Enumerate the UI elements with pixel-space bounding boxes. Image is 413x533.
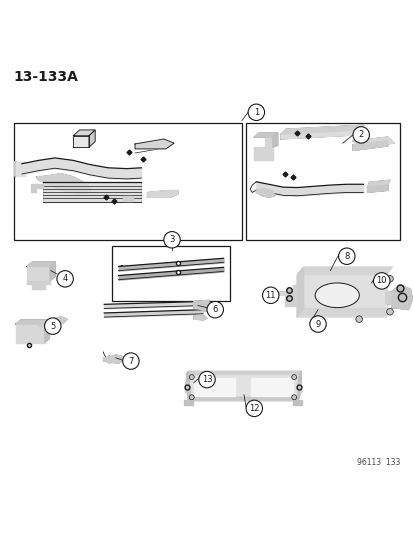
Polygon shape: [391, 285, 412, 310]
Polygon shape: [193, 300, 209, 312]
Circle shape: [386, 309, 392, 315]
Polygon shape: [186, 372, 190, 400]
Polygon shape: [184, 400, 192, 406]
Circle shape: [386, 276, 392, 282]
Bar: [14, 123, 241, 240]
Text: 9: 9: [315, 320, 320, 328]
Polygon shape: [27, 262, 55, 266]
Circle shape: [245, 400, 262, 417]
Circle shape: [291, 395, 296, 400]
Polygon shape: [45, 320, 50, 343]
Polygon shape: [254, 137, 272, 159]
Text: 8: 8: [343, 252, 349, 261]
Polygon shape: [251, 378, 292, 396]
Polygon shape: [297, 382, 300, 392]
Polygon shape: [366, 180, 389, 187]
Polygon shape: [31, 184, 43, 192]
Polygon shape: [188, 397, 299, 400]
Text: 4: 4: [62, 274, 68, 284]
Circle shape: [122, 353, 139, 369]
Circle shape: [45, 318, 61, 334]
Polygon shape: [27, 266, 50, 281]
Polygon shape: [36, 317, 67, 326]
Text: 6: 6: [212, 305, 217, 314]
Polygon shape: [135, 139, 174, 149]
Polygon shape: [89, 130, 95, 147]
Circle shape: [314, 316, 320, 322]
Polygon shape: [36, 174, 90, 193]
Polygon shape: [297, 268, 391, 274]
Text: 13: 13: [201, 375, 212, 384]
Circle shape: [373, 273, 389, 289]
Text: 11: 11: [265, 291, 275, 300]
Polygon shape: [280, 130, 358, 139]
Circle shape: [164, 231, 180, 248]
Polygon shape: [297, 268, 303, 316]
Text: 5: 5: [50, 321, 55, 330]
Text: 96113  133: 96113 133: [356, 458, 399, 467]
Polygon shape: [103, 355, 123, 364]
Text: 12: 12: [249, 404, 259, 413]
Polygon shape: [16, 161, 25, 176]
Circle shape: [189, 395, 194, 400]
Polygon shape: [27, 281, 50, 289]
Circle shape: [352, 127, 368, 143]
Polygon shape: [297, 372, 301, 400]
Text: 7: 7: [128, 357, 133, 366]
Circle shape: [355, 316, 361, 322]
Text: 10: 10: [375, 277, 386, 285]
Polygon shape: [16, 320, 50, 324]
Polygon shape: [285, 285, 297, 305]
Text: 2: 2: [358, 131, 363, 140]
Polygon shape: [256, 188, 274, 197]
Circle shape: [262, 287, 278, 303]
Polygon shape: [352, 137, 393, 147]
Polygon shape: [186, 372, 301, 374]
Text: 1: 1: [253, 108, 259, 117]
Polygon shape: [272, 133, 277, 147]
Text: 3: 3: [169, 235, 174, 244]
Polygon shape: [297, 274, 385, 316]
Polygon shape: [297, 309, 391, 316]
Text: 13-133A: 13-133A: [14, 70, 78, 84]
Polygon shape: [73, 136, 89, 147]
Polygon shape: [188, 374, 297, 400]
Circle shape: [247, 104, 264, 120]
Polygon shape: [352, 141, 387, 150]
Polygon shape: [50, 262, 55, 281]
Polygon shape: [293, 400, 301, 406]
Bar: [112, 246, 229, 302]
Polygon shape: [254, 133, 277, 137]
Polygon shape: [385, 291, 397, 305]
Circle shape: [198, 372, 215, 388]
Polygon shape: [366, 185, 387, 192]
Polygon shape: [272, 292, 287, 295]
Polygon shape: [147, 190, 178, 197]
Polygon shape: [193, 378, 235, 396]
Circle shape: [57, 271, 73, 287]
Circle shape: [291, 375, 296, 379]
Circle shape: [338, 248, 354, 264]
Circle shape: [309, 316, 325, 332]
Polygon shape: [280, 125, 363, 134]
Polygon shape: [185, 382, 188, 392]
Polygon shape: [193, 315, 206, 320]
Polygon shape: [122, 196, 133, 201]
Circle shape: [206, 302, 223, 318]
Polygon shape: [16, 324, 45, 343]
Polygon shape: [14, 161, 22, 176]
Ellipse shape: [314, 283, 358, 308]
Bar: [245, 123, 399, 240]
Circle shape: [189, 375, 194, 379]
Polygon shape: [73, 130, 95, 136]
